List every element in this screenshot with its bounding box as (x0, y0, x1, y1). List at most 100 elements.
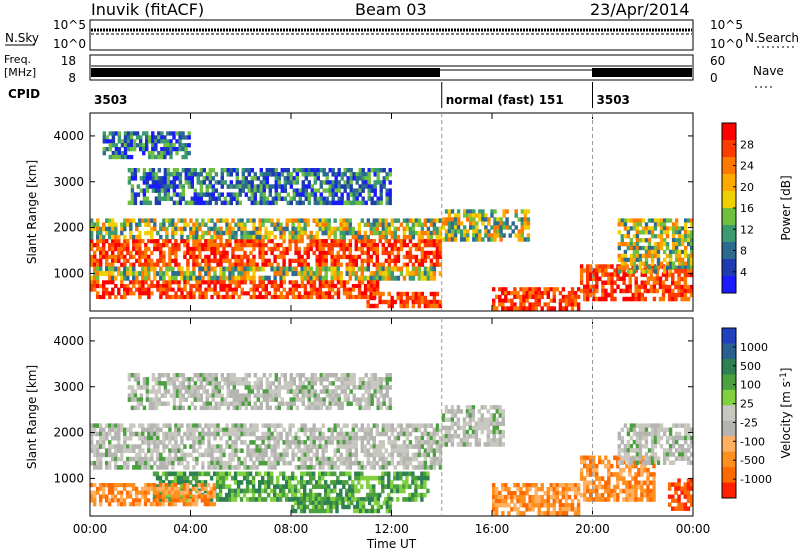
heatmap-cell (327, 505, 330, 509)
heatmap-cell (139, 143, 142, 147)
heatmap-cell (145, 135, 148, 139)
heatmap-cell (421, 292, 424, 296)
heatmap-cell (583, 285, 586, 290)
heatmap-cell (109, 131, 112, 135)
heatmap-cell (239, 201, 242, 206)
heatmap-cell (204, 280, 207, 284)
heatmap-cell (117, 247, 120, 251)
heatmap-cell (161, 402, 164, 407)
heatmap-cell (246, 476, 249, 481)
heatmap-cell (638, 285, 641, 290)
heatmap-cell (186, 428, 189, 433)
heatmap-cell (304, 251, 307, 255)
heatmap-cell (234, 465, 237, 470)
heatmap-cell (285, 436, 288, 441)
heatmap-cell (583, 289, 586, 294)
heatmap-cell (556, 287, 559, 291)
heatmap-cell (332, 201, 335, 206)
heatmap-cell (304, 288, 307, 292)
heatmap-cell (369, 493, 372, 498)
heatmap-cell (140, 385, 143, 390)
heatmap-cell (210, 235, 213, 240)
heatmap-cell (391, 247, 394, 251)
heatmap-cell (382, 428, 385, 433)
heatmap-cell (379, 440, 382, 445)
heatmap-cell (273, 235, 276, 240)
heatmap-cell (420, 484, 423, 489)
heatmap-cell (505, 217, 508, 221)
heatmap-cell (96, 440, 99, 445)
heatmap-cell (207, 263, 210, 267)
heatmap-cell (409, 444, 412, 449)
heatmap-cell (294, 251, 297, 255)
heatmap-cell (423, 484, 426, 489)
heatmap-cell (114, 453, 117, 458)
heatmap-cell (293, 168, 296, 173)
heatmap-cell (371, 188, 374, 193)
heatmap-cell (487, 217, 490, 221)
heatmap-cell (171, 432, 174, 437)
heatmap-cell (373, 251, 376, 255)
heatmap-cell (678, 234, 681, 238)
heatmap-cell (279, 497, 282, 502)
heatmap-cell (261, 243, 264, 247)
heatmap-cell (117, 491, 120, 495)
heatmap-cell (677, 269, 681, 273)
heatmap-cell (430, 304, 433, 308)
heatmap-cell (400, 292, 403, 296)
heatmap-cell (126, 243, 129, 247)
heatmap-cell (210, 259, 213, 263)
heatmap-cell (359, 176, 362, 181)
heatmap-cell (201, 218, 204, 223)
heatmap-cell (154, 143, 157, 147)
heatmap-cell (255, 267, 258, 272)
nave-label: Nave (753, 64, 784, 78)
heatmap-cell (328, 247, 331, 251)
heatmap-cell (527, 237, 530, 241)
heatmap-cell (235, 280, 238, 284)
heatmap-cell (674, 269, 678, 273)
heatmap-cell (499, 221, 502, 225)
heatmap-cell (147, 457, 150, 462)
heatmap-cell (427, 300, 430, 304)
heatmap-cell (278, 184, 281, 189)
heatmap-cell (367, 276, 370, 281)
heatmap-cell (300, 501, 303, 505)
heatmap-cell (93, 483, 96, 487)
heatmap-cell (382, 276, 385, 281)
heatmap-cell (93, 495, 96, 499)
heatmap-cell (318, 476, 321, 481)
heatmap-cell (319, 259, 322, 263)
heatmap-cell (246, 465, 249, 470)
heatmap-cell (270, 239, 273, 243)
heatmap-cell (184, 143, 187, 147)
heatmap-cell (346, 423, 349, 428)
heatmap-cell (286, 295, 289, 299)
heatmap-cell (198, 239, 201, 243)
heatmap-cell (343, 288, 346, 292)
heatmap-cell (155, 397, 158, 402)
heatmap-cell (310, 432, 313, 437)
heatmap-cell (397, 423, 400, 428)
heatmap-cell (343, 251, 346, 255)
heatmap-cell (90, 247, 93, 251)
heatmap-cell (150, 428, 153, 433)
heatmap-cell (409, 271, 412, 276)
heatmap-cell (322, 291, 325, 295)
heatmap-cell (132, 444, 135, 449)
heatmap-cell (213, 235, 216, 240)
heatmap-cell (386, 188, 389, 193)
heatmap-cell (389, 501, 392, 505)
heatmap-cell (328, 223, 331, 228)
heatmap-cell (344, 184, 347, 189)
heatmap-cell (406, 465, 409, 470)
heatmap-cell (310, 276, 313, 281)
heatmap-cell (189, 276, 192, 281)
heatmap-cell (146, 381, 149, 386)
heatmap-cell (270, 432, 273, 437)
heatmap-cell (225, 223, 228, 228)
heatmap-cell (150, 487, 153, 491)
heatmap-cell (502, 233, 505, 237)
heatmap-cell (174, 491, 177, 495)
heatmap-cell (504, 299, 507, 303)
